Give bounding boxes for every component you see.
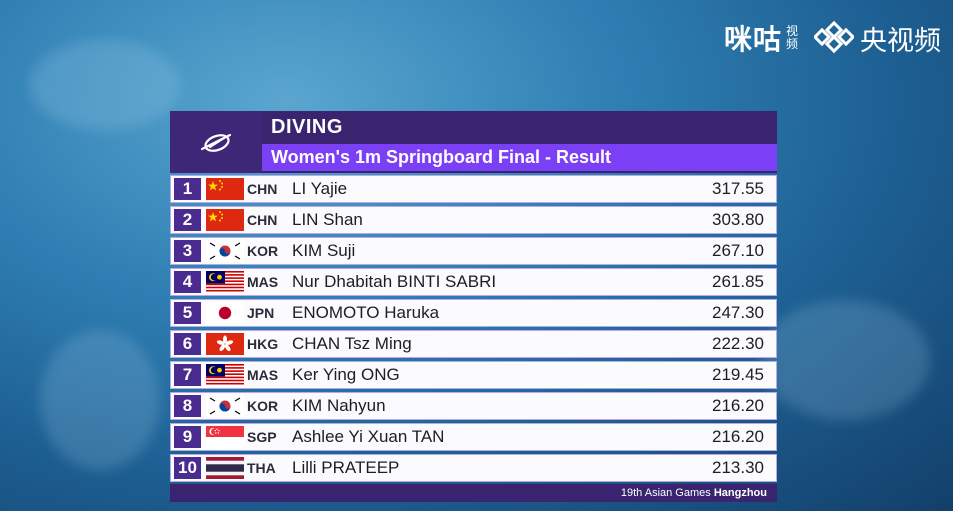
country-code: MAS (247, 367, 279, 383)
athlete-name: Ker Ying ONG (292, 365, 400, 384)
score-value: 267.10 (712, 241, 764, 260)
rank-badge: 4 (174, 271, 201, 293)
result-row: 8 KOR KIM Nahyun 216.20 (170, 392, 777, 420)
rank-badge: 2 (174, 209, 201, 231)
result-row: 3 KOR KIM Suji 267.10 (170, 237, 777, 265)
athlete-name: KIM Suji (292, 241, 356, 260)
diving-pictogram-icon (170, 111, 262, 173)
water-ripple (30, 40, 180, 130)
country-code: CHN (247, 212, 278, 228)
rank-badge: 6 (174, 333, 201, 355)
score-value: 216.20 (712, 427, 764, 446)
athlete-name: CHAN Tsz Ming (292, 334, 412, 353)
score-value: 303.80 (712, 210, 764, 229)
cctv-video-logo: 央视频 (814, 19, 941, 58)
results-board: DIVING Women's 1m Springboard Final - Re… (170, 111, 777, 502)
country-code: HKG (247, 336, 279, 352)
score-value: 213.30 (712, 458, 764, 477)
country-code: CHN (247, 181, 278, 197)
result-row: 2 CHN LIN Shan 303.80 (170, 206, 777, 234)
score-value: 216.20 (712, 396, 764, 415)
rank-badge: 3 (174, 240, 201, 262)
host-city: Hangzhou (713, 487, 767, 499)
athlete-name: KIM Nahyun (292, 396, 386, 415)
malaysia-flag-icon (206, 364, 244, 386)
athlete-name: Nur Dhabitah BINTI SABRI (292, 272, 497, 291)
athlete-name: Ashlee Yi Xuan TAN (292, 427, 445, 446)
thailand-flag-icon (206, 457, 244, 479)
country-code: THA (247, 460, 276, 476)
hongkong-flag-icon (206, 333, 244, 355)
country-code: KOR (247, 398, 279, 414)
rank-badge: 5 (174, 302, 201, 324)
result-row: 10 THA Lilli PRATEEP 213.30 (170, 454, 777, 482)
japan-flag-icon (206, 302, 244, 324)
result-row: 7 MAS Ker Ying ONG 219.45 (170, 361, 777, 389)
rank-badge: 1 (174, 178, 201, 200)
result-row: 6 HKG CHAN Tsz Ming 222.30 (170, 330, 777, 358)
athlete-name: LIN Shan (292, 210, 363, 229)
cctv-video-icon (814, 21, 854, 54)
result-row: 5 JPN ENOMOTO Haruka 247.30 (170, 299, 777, 327)
singapore-flag-icon (206, 426, 244, 448)
china-flag-icon (206, 178, 244, 200)
water-ripple (40, 330, 160, 470)
results-list: 1 CHN LI Yajie 317.55 2 CHN LIN Shan 303… (170, 175, 777, 485)
country-code: SGP (247, 429, 277, 445)
athlete-name: ENOMOTO Haruka (292, 303, 440, 322)
score-value: 261.85 (712, 272, 764, 291)
athlete-name: LI Yajie (292, 179, 348, 198)
broadcaster-logos: 咪咕 视频 央视频 (724, 18, 941, 58)
sport-title: DIVING (271, 116, 343, 138)
score-value: 247.30 (712, 303, 764, 322)
migu-logo-text: 咪咕 (723, 23, 782, 56)
migu-logo-subtext: 视频 (786, 24, 799, 51)
games-footer: 19th Asian Games Hangzhou (170, 484, 777, 502)
result-row: 9 SGP Ashlee Yi Xuan TAN 216.20 (170, 423, 777, 451)
korea-flag-icon (206, 395, 244, 417)
rank-badge: 9 (174, 426, 201, 448)
score-value: 219.45 (712, 365, 764, 384)
rank-badge: 10 (174, 457, 201, 479)
water-ripple (760, 300, 930, 420)
rank-badge: 8 (174, 395, 201, 417)
country-code: KOR (247, 243, 279, 259)
migu-video-logo: 咪咕 视频 (724, 18, 800, 58)
malaysia-flag-icon (206, 271, 244, 293)
country-code: JPN (247, 305, 275, 321)
score-value: 222.30 (712, 334, 764, 353)
athlete-name: Lilli PRATEEP (292, 458, 400, 477)
rank-badge: 7 (174, 364, 201, 386)
country-code: MAS (247, 274, 279, 290)
cctv-logo-text: 央视频 (860, 25, 941, 57)
korea-flag-icon (206, 240, 244, 262)
games-name: 19th Asian Games (620, 487, 714, 499)
result-row: 4 MAS Nur Dhabitah BINTI SABRI 261.85 (170, 268, 777, 296)
score-value: 317.55 (712, 179, 764, 198)
board-header: DIVING Women's 1m Springboard Final - Re… (170, 111, 777, 173)
result-row: 1 CHN LI Yajie 317.55 (170, 175, 777, 203)
china-flag-icon (206, 209, 244, 231)
event-title: Women's 1m Springboard Final - Result (262, 144, 777, 171)
